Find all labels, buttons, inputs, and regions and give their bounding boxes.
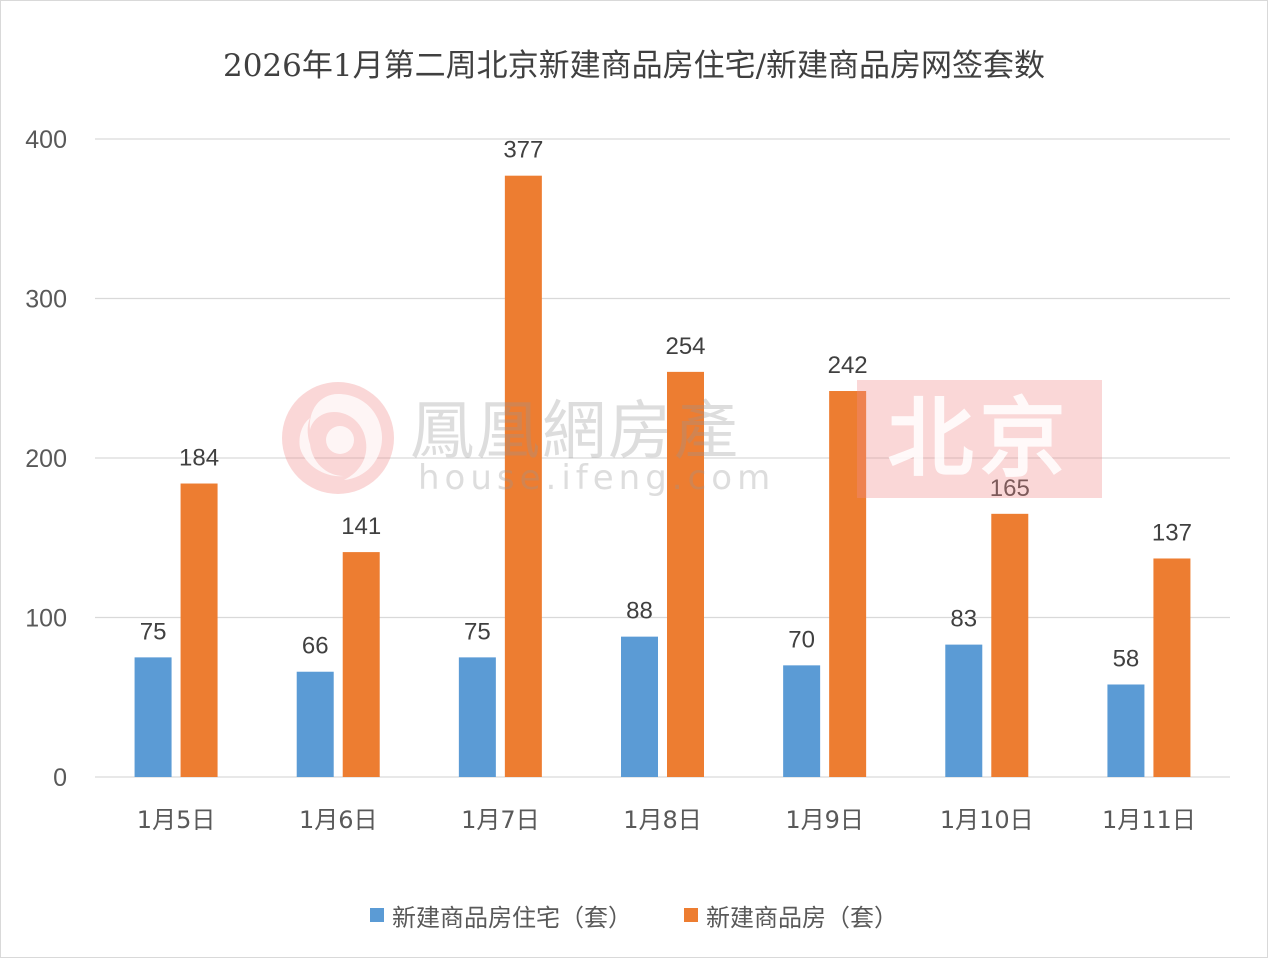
data-label: 70 [788,626,815,653]
x-tick-label: 1月8日 [623,806,702,834]
bar-total [504,175,542,777]
x-tick-label: 1月7日 [461,806,540,834]
y-tick-label: 0 [53,764,67,792]
data-label: 88 [626,598,653,625]
legend-label-series-1: 新建商品房住宅（套） [392,903,632,932]
x-tick-label: 1月5日 [137,806,216,834]
x-tick-label: 1月10日 [940,806,1034,834]
data-label: 377 [503,137,543,164]
legend-item-series-1: 新建商品房住宅（套） [370,898,632,933]
data-label: 66 [302,633,329,660]
bar-residential [134,657,172,777]
bar-residential [621,636,658,777]
bar-residential [296,671,334,777]
legend-item-series-2: 新建商品房（套） [684,898,898,933]
bar-total [1153,558,1191,777]
data-label: 58 [1113,645,1140,672]
legend-swatch-series-1 [370,908,384,922]
x-tick-label: 1月6日 [299,806,378,834]
bar-residential [1107,684,1145,777]
y-tick-label: 100 [25,605,67,633]
legend: 新建商品房住宅（套） 新建商品房（套） [0,895,1268,935]
data-label: 141 [341,513,381,540]
chart-title: 2026年1月第二周北京新建商品房住宅/新建商品房网签套数 [222,48,1046,84]
bar-total [829,391,867,777]
legend-swatch-series-2 [684,908,698,922]
bar-total [180,483,218,777]
data-label: 184 [179,445,219,472]
bar-residential [783,665,821,777]
data-label: 83 [950,606,977,633]
x-tick-label: 1月9日 [785,806,864,834]
data-label: 75 [464,618,491,645]
y-tick-label: 400 [25,126,67,154]
bar-residential [945,644,983,777]
bar-residential [458,657,496,777]
legend-label-series-2: 新建商品房（套） [706,903,898,932]
data-label: 242 [828,352,868,379]
data-label: 137 [1152,519,1192,546]
bar-total [991,513,1029,777]
data-label: 254 [665,333,705,360]
x-tick-label: 1月11日 [1102,806,1196,834]
y-tick-label: 300 [25,286,67,314]
data-label: 75 [140,618,167,645]
y-tick-label: 200 [25,445,67,473]
bar-total [667,371,704,777]
data-label: 165 [990,475,1030,502]
bar-total [342,552,380,777]
